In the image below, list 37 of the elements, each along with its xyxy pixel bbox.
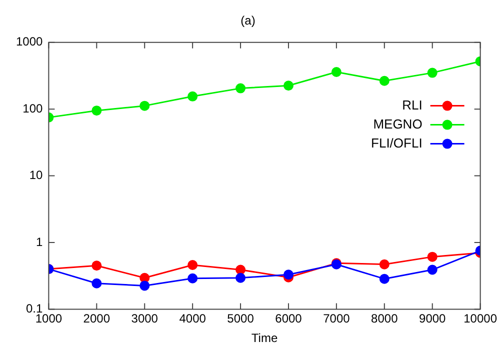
point xyxy=(140,280,150,291)
point xyxy=(427,264,438,275)
point xyxy=(283,270,294,280)
x-tick-label: 8000 xyxy=(371,312,398,326)
point xyxy=(283,80,294,91)
point xyxy=(188,273,198,284)
point xyxy=(379,259,390,270)
point xyxy=(92,278,102,288)
point xyxy=(379,76,390,86)
legend-label: FLI/OFLI xyxy=(371,135,422,150)
legend-label: RLI xyxy=(402,97,422,112)
point xyxy=(331,66,342,77)
point xyxy=(427,68,438,78)
x-tick-label: 9000 xyxy=(419,312,446,326)
x-axis-title: Time xyxy=(251,331,278,346)
chart-title: (a) xyxy=(240,14,256,28)
y-tick-label: 100 xyxy=(22,101,44,116)
point xyxy=(236,83,246,94)
x-tick-label: 5000 xyxy=(227,312,254,326)
y-tick-label: 1 xyxy=(36,234,44,249)
x-tick-label: 7000 xyxy=(323,312,350,326)
y-tick-label: 10 xyxy=(29,168,44,182)
y-tick-label: 1000 xyxy=(16,34,44,49)
x-tick-label: 4000 xyxy=(179,312,206,326)
point xyxy=(188,260,198,270)
point xyxy=(379,274,390,284)
x-tick-label: 10000 xyxy=(464,312,498,326)
point xyxy=(188,91,198,102)
point xyxy=(236,272,246,283)
point xyxy=(92,106,102,116)
x-tick-label: 3000 xyxy=(131,312,158,326)
x-tick-label: 2000 xyxy=(83,312,110,326)
point xyxy=(140,100,150,111)
x-tick-label: 6000 xyxy=(275,312,302,326)
legend-label: MEGNO xyxy=(373,116,422,132)
point xyxy=(92,260,102,271)
point xyxy=(427,252,438,262)
